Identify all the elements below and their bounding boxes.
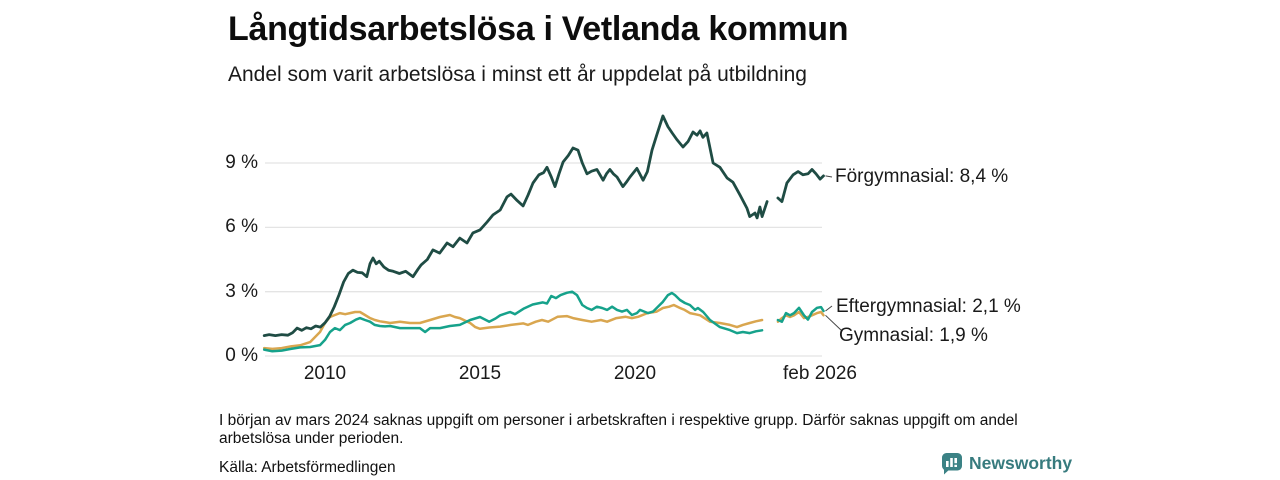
footnote-text: I början av mars 2024 saknas uppgift om … [219, 412, 1018, 447]
x-tick-2020: 2020 [613, 363, 657, 384]
page-title: Långtidsarbetslösa i Vetlanda kommun [228, 10, 849, 48]
series-label-eftergymnasial: Eftergymnasial: 2,1 % [836, 296, 1021, 317]
x-tick-2010: 2010 [303, 363, 347, 384]
series-label-forgymnasial: Förgymnasial: 8,4 % [835, 166, 1009, 187]
newsworthy-bar-chart-bubble-icon [941, 452, 963, 475]
y-tick-0: 0 % [225, 345, 258, 366]
source-text: Källa: Arbetsförmedlingen [219, 459, 396, 476]
x-tick-feb-2026: feb 2026 [783, 363, 857, 384]
newsworthy-logo-text: Newsworthy [969, 453, 1073, 473]
y-tick-6: 6 % [225, 216, 258, 237]
page-subtitle: Andel som varit arbetslösa i minst ett å… [228, 63, 807, 86]
y-tick-3: 3 % [225, 281, 258, 302]
x-tick-2015: 2015 [458, 363, 502, 384]
series-label-gymnasial: Gymnasial: 1,9 % [839, 325, 988, 346]
y-tick-9: 9 % [225, 152, 258, 173]
newsworthy-logo: Newsworthy [941, 451, 1072, 475]
